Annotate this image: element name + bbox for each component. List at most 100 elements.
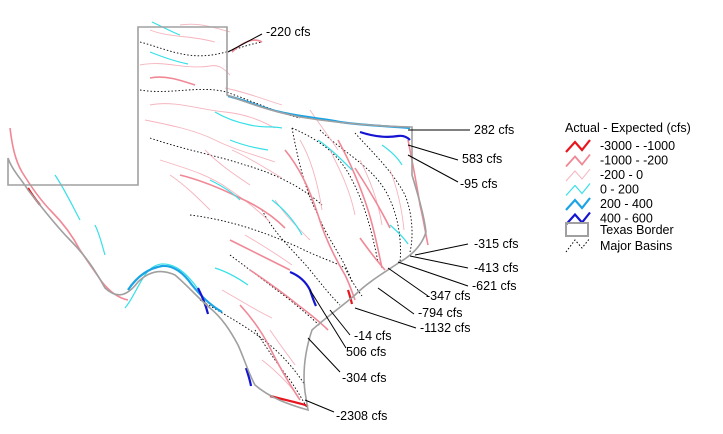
stream xyxy=(139,63,231,76)
stream xyxy=(229,239,291,271)
stream xyxy=(209,179,241,201)
stream xyxy=(231,149,283,179)
stream xyxy=(94,224,106,256)
callout-label: 583 cfs xyxy=(462,152,502,166)
leader-line xyxy=(409,255,469,269)
stream xyxy=(359,130,411,141)
stream xyxy=(381,144,403,166)
legend-swatch xyxy=(565,139,591,153)
leader-line xyxy=(304,399,335,413)
stream xyxy=(54,174,81,221)
leader-line xyxy=(407,154,459,183)
legend-swatch xyxy=(565,197,591,211)
leader-line xyxy=(377,287,415,315)
legend-label: 200 - 400 xyxy=(600,197,653,211)
stream xyxy=(389,169,405,231)
stream xyxy=(221,289,273,319)
callout-leaders xyxy=(227,33,470,413)
leader-line xyxy=(414,243,469,256)
leader-line xyxy=(329,309,351,336)
legend-label: 0 - 200 xyxy=(600,183,639,197)
callout-label: -95 cfs xyxy=(460,177,498,191)
basin-divide xyxy=(354,132,413,253)
legend-label: -1000 - -200 xyxy=(600,154,668,168)
stream xyxy=(337,139,383,269)
stream xyxy=(244,234,293,266)
callout-label: -413 cfs xyxy=(474,261,518,275)
stream xyxy=(144,119,276,163)
callout-labels: -220 cfs 282 cfs 583 cfs -95 cfs -315 cf… xyxy=(266,25,518,423)
stream xyxy=(214,267,249,286)
basin-divide xyxy=(199,299,306,386)
callout-label: -2308 cfs xyxy=(336,409,387,423)
streams-medium-pink xyxy=(9,39,429,401)
legend-label-basins: Major Basins xyxy=(600,239,672,253)
basin-divide xyxy=(291,127,379,263)
legend-label: -200 - 0 xyxy=(600,168,643,182)
callout-label: -1132 cfs xyxy=(420,321,471,335)
stream xyxy=(149,103,276,129)
stream xyxy=(179,23,231,33)
stream xyxy=(239,304,301,401)
legend-label-border: Texas Border xyxy=(600,223,674,237)
basin-divide xyxy=(261,209,341,306)
leader-line xyxy=(387,267,429,297)
leader-line xyxy=(307,337,341,373)
stream xyxy=(9,127,129,301)
legend-swatch xyxy=(565,153,591,168)
stream xyxy=(229,139,269,151)
stream xyxy=(299,139,323,211)
stream xyxy=(271,199,303,236)
callout-label: -220 cfs xyxy=(266,25,310,39)
stream xyxy=(224,87,283,106)
callout-label: -347 cfs xyxy=(426,289,470,303)
streams-cyan xyxy=(54,21,409,309)
callout-label: -621 cfs xyxy=(472,279,516,293)
leader-line xyxy=(354,307,417,329)
stream xyxy=(354,167,391,229)
stream xyxy=(244,367,253,387)
legend-title: Actual - Expected (cfs) xyxy=(565,121,691,135)
legend-label: -3000 - -1000 xyxy=(600,139,675,153)
legend-label: 400 - 600 xyxy=(600,212,653,226)
stream xyxy=(169,174,211,211)
stream xyxy=(317,139,353,171)
stream xyxy=(389,224,409,245)
stream xyxy=(124,263,201,309)
streams-medium-blue xyxy=(127,94,411,313)
stream xyxy=(204,149,251,186)
stream xyxy=(151,21,181,36)
stream xyxy=(346,289,354,305)
stream xyxy=(359,237,386,271)
texas-border xyxy=(7,26,427,412)
basin-divide xyxy=(319,129,401,263)
stream xyxy=(149,51,189,65)
stream xyxy=(179,174,286,229)
callout-label: -304 cfs xyxy=(342,371,386,385)
major-basins-swatch xyxy=(565,237,591,253)
legend-swatch xyxy=(565,183,591,196)
stream xyxy=(359,159,383,226)
basin-divide xyxy=(229,254,321,327)
legend: Actual - Expected (cfs) -3000 - -1000-10… xyxy=(565,121,691,253)
callout-label: -794 cfs xyxy=(418,306,462,320)
stream xyxy=(309,109,339,151)
callout-label: 282 cfs xyxy=(474,123,514,137)
stream xyxy=(269,329,296,366)
basin-divide xyxy=(139,41,263,57)
callout-label: 506 cfs xyxy=(346,345,386,359)
leader-line xyxy=(407,144,459,161)
stream xyxy=(214,111,283,129)
legend-items: -3000 - -1000-1000 - -200-200 - 00 - 200… xyxy=(565,139,675,226)
texas-border-swatch xyxy=(565,222,589,237)
legend-swatch xyxy=(565,168,591,182)
stream xyxy=(149,29,216,43)
stream xyxy=(159,159,271,223)
leader-line xyxy=(309,289,347,349)
basin-divide xyxy=(189,214,346,269)
stream xyxy=(149,76,196,86)
stream xyxy=(274,199,311,241)
streams-light-pink xyxy=(139,23,405,393)
callout-label: -14 cfs xyxy=(354,329,392,343)
